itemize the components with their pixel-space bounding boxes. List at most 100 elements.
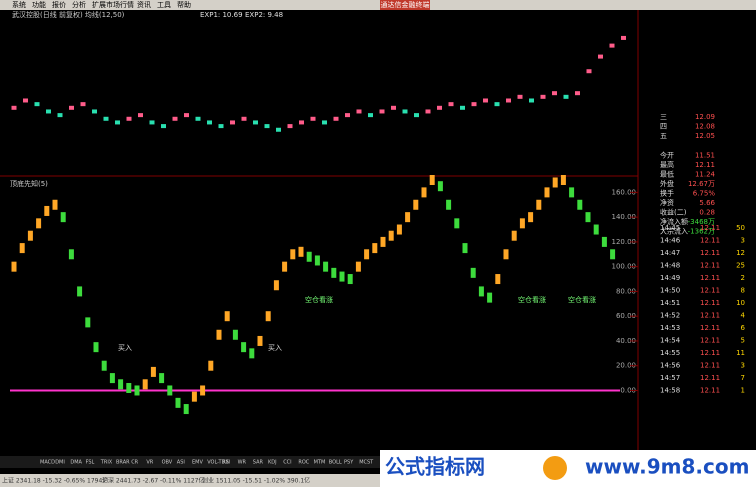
menu-item[interactable]: 报价 xyxy=(52,0,66,9)
trade-volume: 1 xyxy=(741,387,745,395)
trade-volume: 4 xyxy=(741,312,746,320)
indicator-tab[interactable]: MTM xyxy=(314,460,326,466)
quote-label: 三 xyxy=(660,113,667,121)
trade-volume: 2 xyxy=(741,274,745,282)
indicator-bar xyxy=(11,261,17,272)
trade-time: 14:56 xyxy=(660,362,681,370)
trade-price: 12.11 xyxy=(700,224,720,232)
exp2: EXP2: 9.48 xyxy=(245,11,283,19)
indicator-bar xyxy=(601,236,607,247)
indicator-bar xyxy=(372,243,378,254)
quote-label: 最低 xyxy=(660,170,674,179)
indicator-tab[interactable]: ASI xyxy=(177,460,185,466)
candle xyxy=(448,102,454,107)
indicator-bar xyxy=(380,236,386,247)
trade-price: 12.11 xyxy=(700,312,720,320)
trade-price: 12.11 xyxy=(700,362,720,370)
indicator-tab[interactable]: MCST xyxy=(359,460,374,466)
indicator-tab[interactable]: BOLL xyxy=(329,460,342,466)
indicator-tab[interactable]: KDJ xyxy=(268,460,277,466)
indicator-bar xyxy=(347,274,353,285)
indicator-bar xyxy=(413,199,419,210)
indicator-bar xyxy=(519,218,525,229)
indicator-tab[interactable]: EMV xyxy=(192,460,203,466)
candle xyxy=(402,109,408,114)
trade-volume: 12 xyxy=(736,249,745,257)
candle xyxy=(609,43,615,48)
indicator-tab[interactable]: DMI xyxy=(55,460,65,466)
indicator-bar xyxy=(183,404,189,415)
indicator-bar xyxy=(478,286,484,297)
y-tick-label: 140.00 xyxy=(612,213,637,221)
indicator-bar xyxy=(265,311,271,322)
trade-volume: 3 xyxy=(741,237,745,245)
indicator-title: 顶底先知(5) xyxy=(10,179,48,188)
menu-item[interactable]: 资讯 xyxy=(137,0,151,9)
indicator-tab[interactable]: VR xyxy=(146,460,153,466)
indicator-bar xyxy=(314,255,320,266)
indicator-tab[interactable]: VOL-TDX xyxy=(207,460,229,466)
indicator-bar xyxy=(290,249,296,260)
indicator-bar xyxy=(331,267,337,278)
candle xyxy=(103,116,109,121)
indicator-tab[interactable]: OBV xyxy=(162,460,173,466)
indicator-tab[interactable]: CCI xyxy=(283,460,291,466)
indicator-bar xyxy=(191,391,197,402)
indicator-bar xyxy=(36,218,42,229)
y-tick-label: 0.00 xyxy=(620,386,636,394)
candle xyxy=(115,120,120,125)
candle xyxy=(540,94,546,99)
status-index: 上证 2341.18 -15.32 -0.65% 1794亿 xyxy=(2,477,108,485)
y-tick-label: 60.00 xyxy=(616,312,636,320)
indicator-bar xyxy=(388,230,394,241)
menu-item[interactable]: 系统 xyxy=(12,0,26,9)
trade-volume: 50 xyxy=(736,224,745,232)
candle xyxy=(218,124,224,129)
candle xyxy=(529,98,534,103)
menu-item[interactable]: 功能 xyxy=(32,0,46,9)
trade-time: 14:45 xyxy=(660,224,680,232)
candle xyxy=(460,105,465,110)
indicator-tab[interactable]: RSI xyxy=(222,460,230,466)
indicator-bar xyxy=(52,199,58,210)
candle xyxy=(368,113,373,118)
indicator-tab[interactable]: TRIX xyxy=(100,460,113,466)
indicator-bar xyxy=(167,385,173,396)
indicator-bar xyxy=(552,177,558,188)
menu-item[interactable]: 帮助 xyxy=(177,0,191,9)
quote-label: 换手 xyxy=(660,189,674,198)
trade-price: 12.11 xyxy=(700,287,720,295)
menu-item[interactable]: 工具 xyxy=(157,1,171,9)
indicator-bar xyxy=(77,286,83,297)
indicator-tab[interactable]: FSL xyxy=(86,460,95,466)
trade-price: 12.11 xyxy=(700,324,720,332)
indicator-tab[interactable]: MACD xyxy=(40,460,55,466)
indicator-tab[interactable]: CR xyxy=(131,460,138,466)
indicator-bar xyxy=(355,261,361,272)
indicator-tab[interactable]: PSY xyxy=(344,460,354,466)
indicator-bar xyxy=(208,360,214,371)
indicator-bar xyxy=(503,249,509,260)
indicator-tab[interactable]: ROC xyxy=(298,460,309,466)
menu-item[interactable]: 分析 xyxy=(72,0,86,9)
indicator-tab[interactable]: DMA xyxy=(70,460,82,466)
quote-label: 最高 xyxy=(660,160,674,169)
indicator-tab[interactable]: BRAR xyxy=(116,460,130,466)
candle xyxy=(345,113,350,118)
candle xyxy=(253,120,258,125)
y-tick-label: 20.00 xyxy=(616,362,636,370)
quote-label: 净流入额 xyxy=(660,217,688,226)
watch-label: 空仓看涨 xyxy=(568,295,596,304)
candle xyxy=(471,102,477,107)
indicator-bar xyxy=(593,224,599,235)
indicator-tab[interactable]: WR xyxy=(238,460,247,466)
indicator-bar xyxy=(257,335,263,346)
candle xyxy=(563,94,569,99)
banner xyxy=(380,450,756,487)
trade-price: 12.11 xyxy=(700,387,720,395)
trade-time: 14:55 xyxy=(660,349,680,357)
menu-item[interactable]: 扩展市场行情 xyxy=(92,0,134,9)
menu-bar xyxy=(0,0,756,10)
indicator-tab[interactable]: SAR xyxy=(253,460,264,466)
